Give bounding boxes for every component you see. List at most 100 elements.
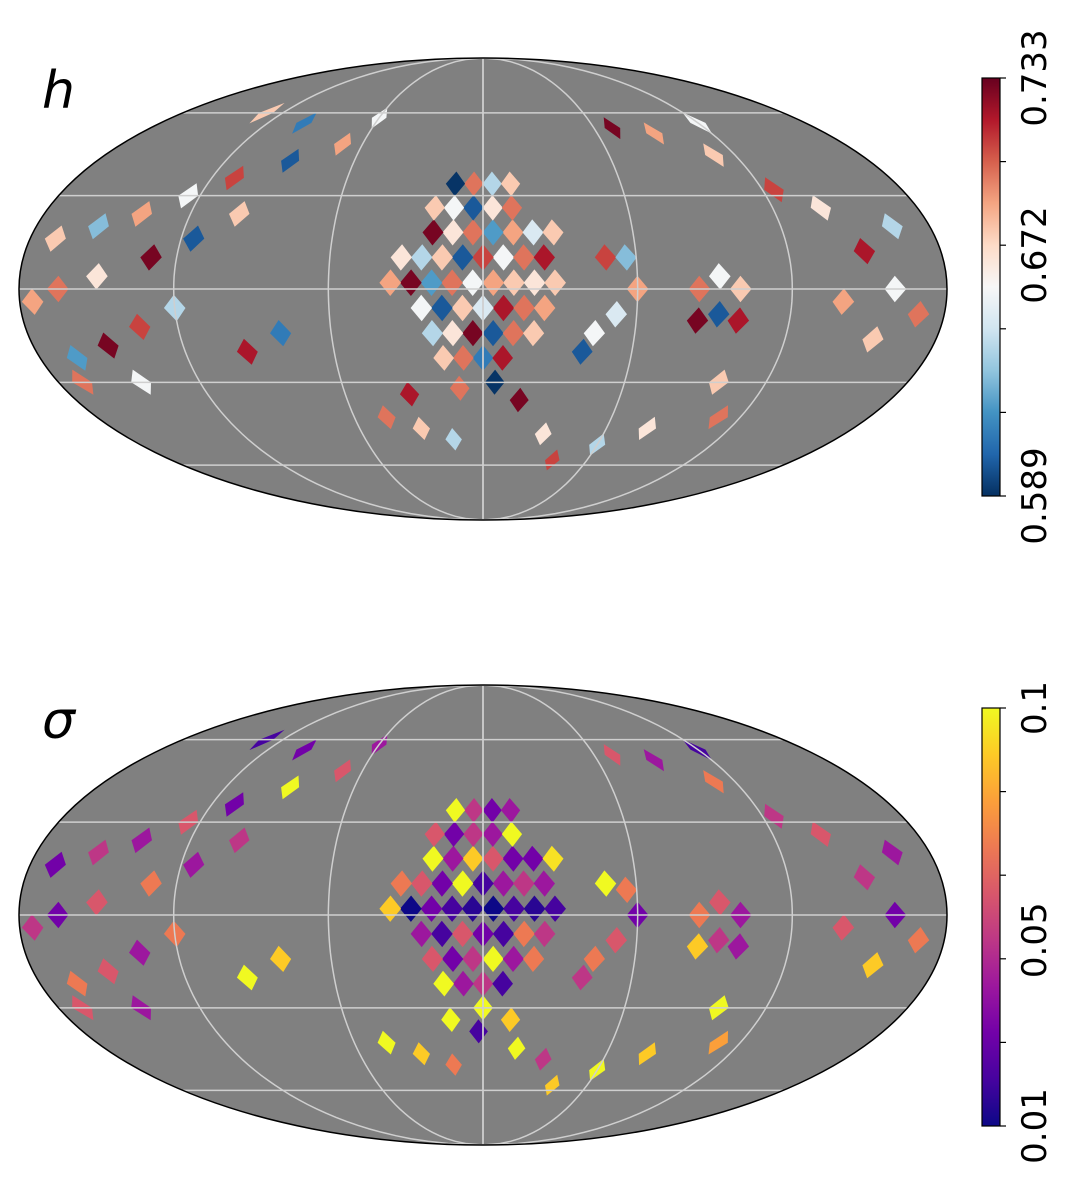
h-map-pixel [410,294,433,322]
sigma-map-pixel [533,920,556,948]
sigma-map-meridian [327,685,484,1145]
h-map-pixel [727,307,750,334]
h-map-pixel [443,195,465,221]
sigma-map-pixel [638,1042,656,1066]
h-map-pixel [482,320,504,347]
h-map-pixel [462,320,484,347]
h-map-pixel [131,201,152,227]
sigma-map-pixel [424,821,445,847]
h-map-pixel [462,219,484,246]
sigma-map-pixel [88,839,109,866]
sigma-map-pixel [500,798,521,823]
sigma-map-pixel [431,920,453,948]
h-map-pixel [686,307,709,334]
h-map-pixel [183,225,205,252]
sigma-map-pixel [513,870,535,897]
h-colorbar-tick-label: 0.733 [1015,29,1055,126]
sigma-map-pixel [832,914,855,941]
sigma-map-pixel [412,1042,430,1066]
h-map-outline [18,57,948,521]
sigma-map-pixel [708,927,730,954]
h-map-meridian [327,58,484,520]
h-map-pixel [270,320,292,347]
h-colorbar: 0.589 0.672 0.733 [981,29,1055,545]
h-map-pixel [97,332,119,359]
h-map-pixel [533,294,556,322]
h-map-pixel [583,320,605,347]
h-map-pixel [638,416,656,440]
sigma-map-pixel [492,870,515,897]
sigma-map-pixel [500,1007,521,1032]
h-map-pixel [399,381,420,407]
h-map-pixel [542,219,564,246]
h-map-pixel [451,244,474,271]
h-map-pixel [451,294,474,322]
sigma-map-pixel [183,851,205,878]
h-map-pixel [229,201,250,227]
sigma-map-outline [18,684,948,1146]
sigma-map-pixel [445,1053,462,1076]
h-map-pixel [709,263,731,290]
sigma-colorbar-tick-label: 0.1 [1015,681,1055,735]
sigma-map-meridian [482,685,794,1145]
h-map-title: h [42,61,75,121]
h-colorbar-tick-label: 0.589 [1015,447,1055,544]
h-map-pixel [810,195,831,221]
sigma-map-pixel [810,821,831,847]
sigma-map-pixel [441,895,463,922]
h-map-pixel [129,313,151,340]
sigma-map-pixel [571,964,593,991]
sigma-map-pixel [603,744,621,766]
h-map-pixel [603,117,621,140]
sigma-colorbar-tick-label: 0.01 [1015,1088,1055,1164]
sigma-map-pixel [502,945,524,972]
h-map-pixel [571,338,593,365]
h-map-pixel [492,294,515,322]
h-map-pixel [445,171,466,197]
sigma-map-pixel [482,845,504,872]
h-map-pixel [236,338,258,365]
sigma-map-pixel [534,1047,552,1071]
h-map-pixel [412,416,430,440]
sigma-map-meridian [482,685,639,1145]
sigma-map-title: σ [42,691,77,751]
sigma-map-pixel [463,821,484,847]
h-map-pixel [334,132,351,156]
sigma-map-pixel [21,914,44,941]
h-map-pixel [482,219,504,246]
h-map-pixel [411,244,433,271]
sigma-map-pixel [390,870,412,897]
h-map-pixel [292,112,317,134]
sigma-map-pixel [281,775,300,800]
h-map-pixel [605,301,627,328]
h-map-pixel [708,301,730,328]
h-map-pixel [500,171,521,197]
h-map-pixel [224,165,244,191]
h-map-pixel [703,143,724,167]
sigma-map-pixel [502,845,524,872]
sigma-map-pixel [443,821,465,847]
sigma-map-pixel [492,920,515,948]
sigma-map-pixel [451,870,474,897]
sigma-map-pixel [334,759,351,783]
sigma-colorbar: 0.01 0.05 0.1 [981,681,1055,1164]
sigma-map-pixel [66,970,88,997]
sigma-map-pixel [501,821,523,847]
sigma-map-pixel [482,798,502,823]
sigma-map-pixel [462,845,484,872]
h-map-pixel [615,244,637,271]
h-map-pixel [862,326,884,353]
sigma-map-pixel [482,895,505,922]
h-map-pixel [708,405,728,430]
h-map-pixel [502,320,524,347]
h-map-pixel [509,387,529,413]
sigma-map-pixel [224,792,244,817]
h-map-pixel [390,244,412,271]
sigma-map-pixel [507,1036,526,1060]
sigma-map-pixel [377,1030,396,1055]
h-map-pixel [431,294,453,322]
h-map-pixel [88,213,109,240]
h-map-pixel [431,244,453,271]
sigma-map-pixel [482,945,504,972]
h-map-pixel [492,345,513,371]
